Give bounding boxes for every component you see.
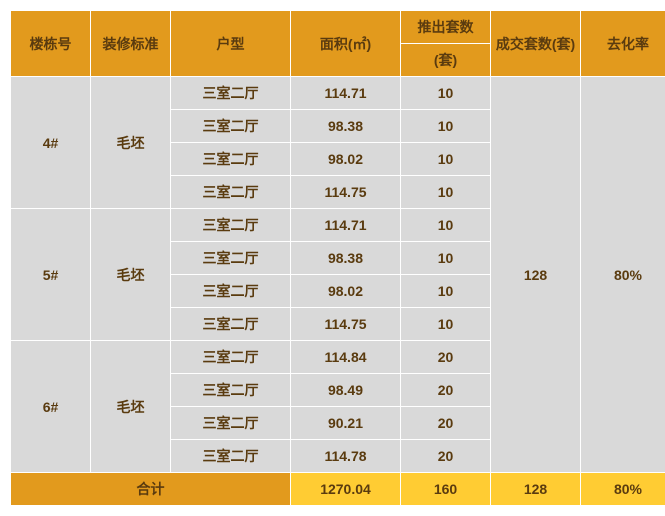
cell-building-no: 4# xyxy=(11,77,91,209)
cell-launched: 20 xyxy=(401,440,491,473)
cell-decoration: 毛坯 xyxy=(91,77,171,209)
cell-unit-type: 三室二厅 xyxy=(171,143,291,176)
cell-area: 98.02 xyxy=(291,275,401,308)
cell-decoration: 毛坯 xyxy=(91,209,171,341)
cell-area: 98.38 xyxy=(291,110,401,143)
col-launched-units-sub: (套) xyxy=(401,44,491,77)
building-sales-table: 楼栋号 装修标准 户型 面积(㎡) 推出套数 成交套数(套) 去化率 (套) 4… xyxy=(10,10,665,506)
col-building-no: 楼栋号 xyxy=(11,11,91,77)
cell-launched: 20 xyxy=(401,407,491,440)
col-sell-rate: 去化率 xyxy=(581,11,665,77)
cell-area: 114.71 xyxy=(291,209,401,242)
cell-area: 98.02 xyxy=(291,143,401,176)
cell-area: 98.38 xyxy=(291,242,401,275)
cell-area: 98.49 xyxy=(291,374,401,407)
cell-area: 114.84 xyxy=(291,341,401,374)
cell-unit-type: 三室二厅 xyxy=(171,275,291,308)
cell-total-area: 1270.04 xyxy=(291,473,401,506)
table-header: 楼栋号 装修标准 户型 面积(㎡) 推出套数 成交套数(套) 去化率 (套) xyxy=(11,11,665,77)
cell-launched: 20 xyxy=(401,341,491,374)
cell-building-no: 6# xyxy=(11,341,91,473)
cell-area: 114.78 xyxy=(291,440,401,473)
col-unit-type: 户型 xyxy=(171,11,291,77)
cell-launched: 10 xyxy=(401,209,491,242)
cell-launched: 10 xyxy=(401,242,491,275)
cell-sold-merged: 128 xyxy=(491,77,581,473)
cell-launched: 10 xyxy=(401,308,491,341)
cell-unit-type: 三室二厅 xyxy=(171,176,291,209)
cell-launched: 10 xyxy=(401,275,491,308)
cell-area: 90.21 xyxy=(291,407,401,440)
cell-launched: 10 xyxy=(401,77,491,110)
cell-unit-type: 三室二厅 xyxy=(171,440,291,473)
cell-launched: 10 xyxy=(401,110,491,143)
cell-total-rate: 80% xyxy=(581,473,665,506)
table-body: 4#毛坯三室二厅114.711012880%三室二厅98.3810三室二厅98.… xyxy=(11,77,665,506)
table-row-total: 合计1270.0416012880% xyxy=(11,473,665,506)
cell-launched: 10 xyxy=(401,143,491,176)
cell-unit-type: 三室二厅 xyxy=(171,242,291,275)
cell-rate-merged: 80% xyxy=(581,77,665,473)
cell-unit-type: 三室二厅 xyxy=(171,407,291,440)
col-decoration: 装修标准 xyxy=(91,11,171,77)
cell-area: 114.75 xyxy=(291,176,401,209)
cell-unit-type: 三室二厅 xyxy=(171,110,291,143)
cell-launched: 10 xyxy=(401,176,491,209)
cell-unit-type: 三室二厅 xyxy=(171,341,291,374)
cell-decoration: 毛坯 xyxy=(91,341,171,473)
col-sold-units: 成交套数(套) xyxy=(491,11,581,77)
cell-unit-type: 三室二厅 xyxy=(171,77,291,110)
col-area: 面积(㎡) xyxy=(291,11,401,77)
cell-unit-type: 三室二厅 xyxy=(171,308,291,341)
cell-unit-type: 三室二厅 xyxy=(171,209,291,242)
col-launched-units: 推出套数 xyxy=(401,11,491,44)
cell-launched: 20 xyxy=(401,374,491,407)
cell-area: 114.75 xyxy=(291,308,401,341)
cell-total-launched: 160 xyxy=(401,473,491,506)
cell-building-no: 5# xyxy=(11,209,91,341)
cell-area: 114.71 xyxy=(291,77,401,110)
cell-total-sold: 128 xyxy=(491,473,581,506)
table-row: 4#毛坯三室二厅114.711012880% xyxy=(11,77,665,110)
cell-unit-type: 三室二厅 xyxy=(171,374,291,407)
cell-total-label: 合计 xyxy=(11,473,291,506)
